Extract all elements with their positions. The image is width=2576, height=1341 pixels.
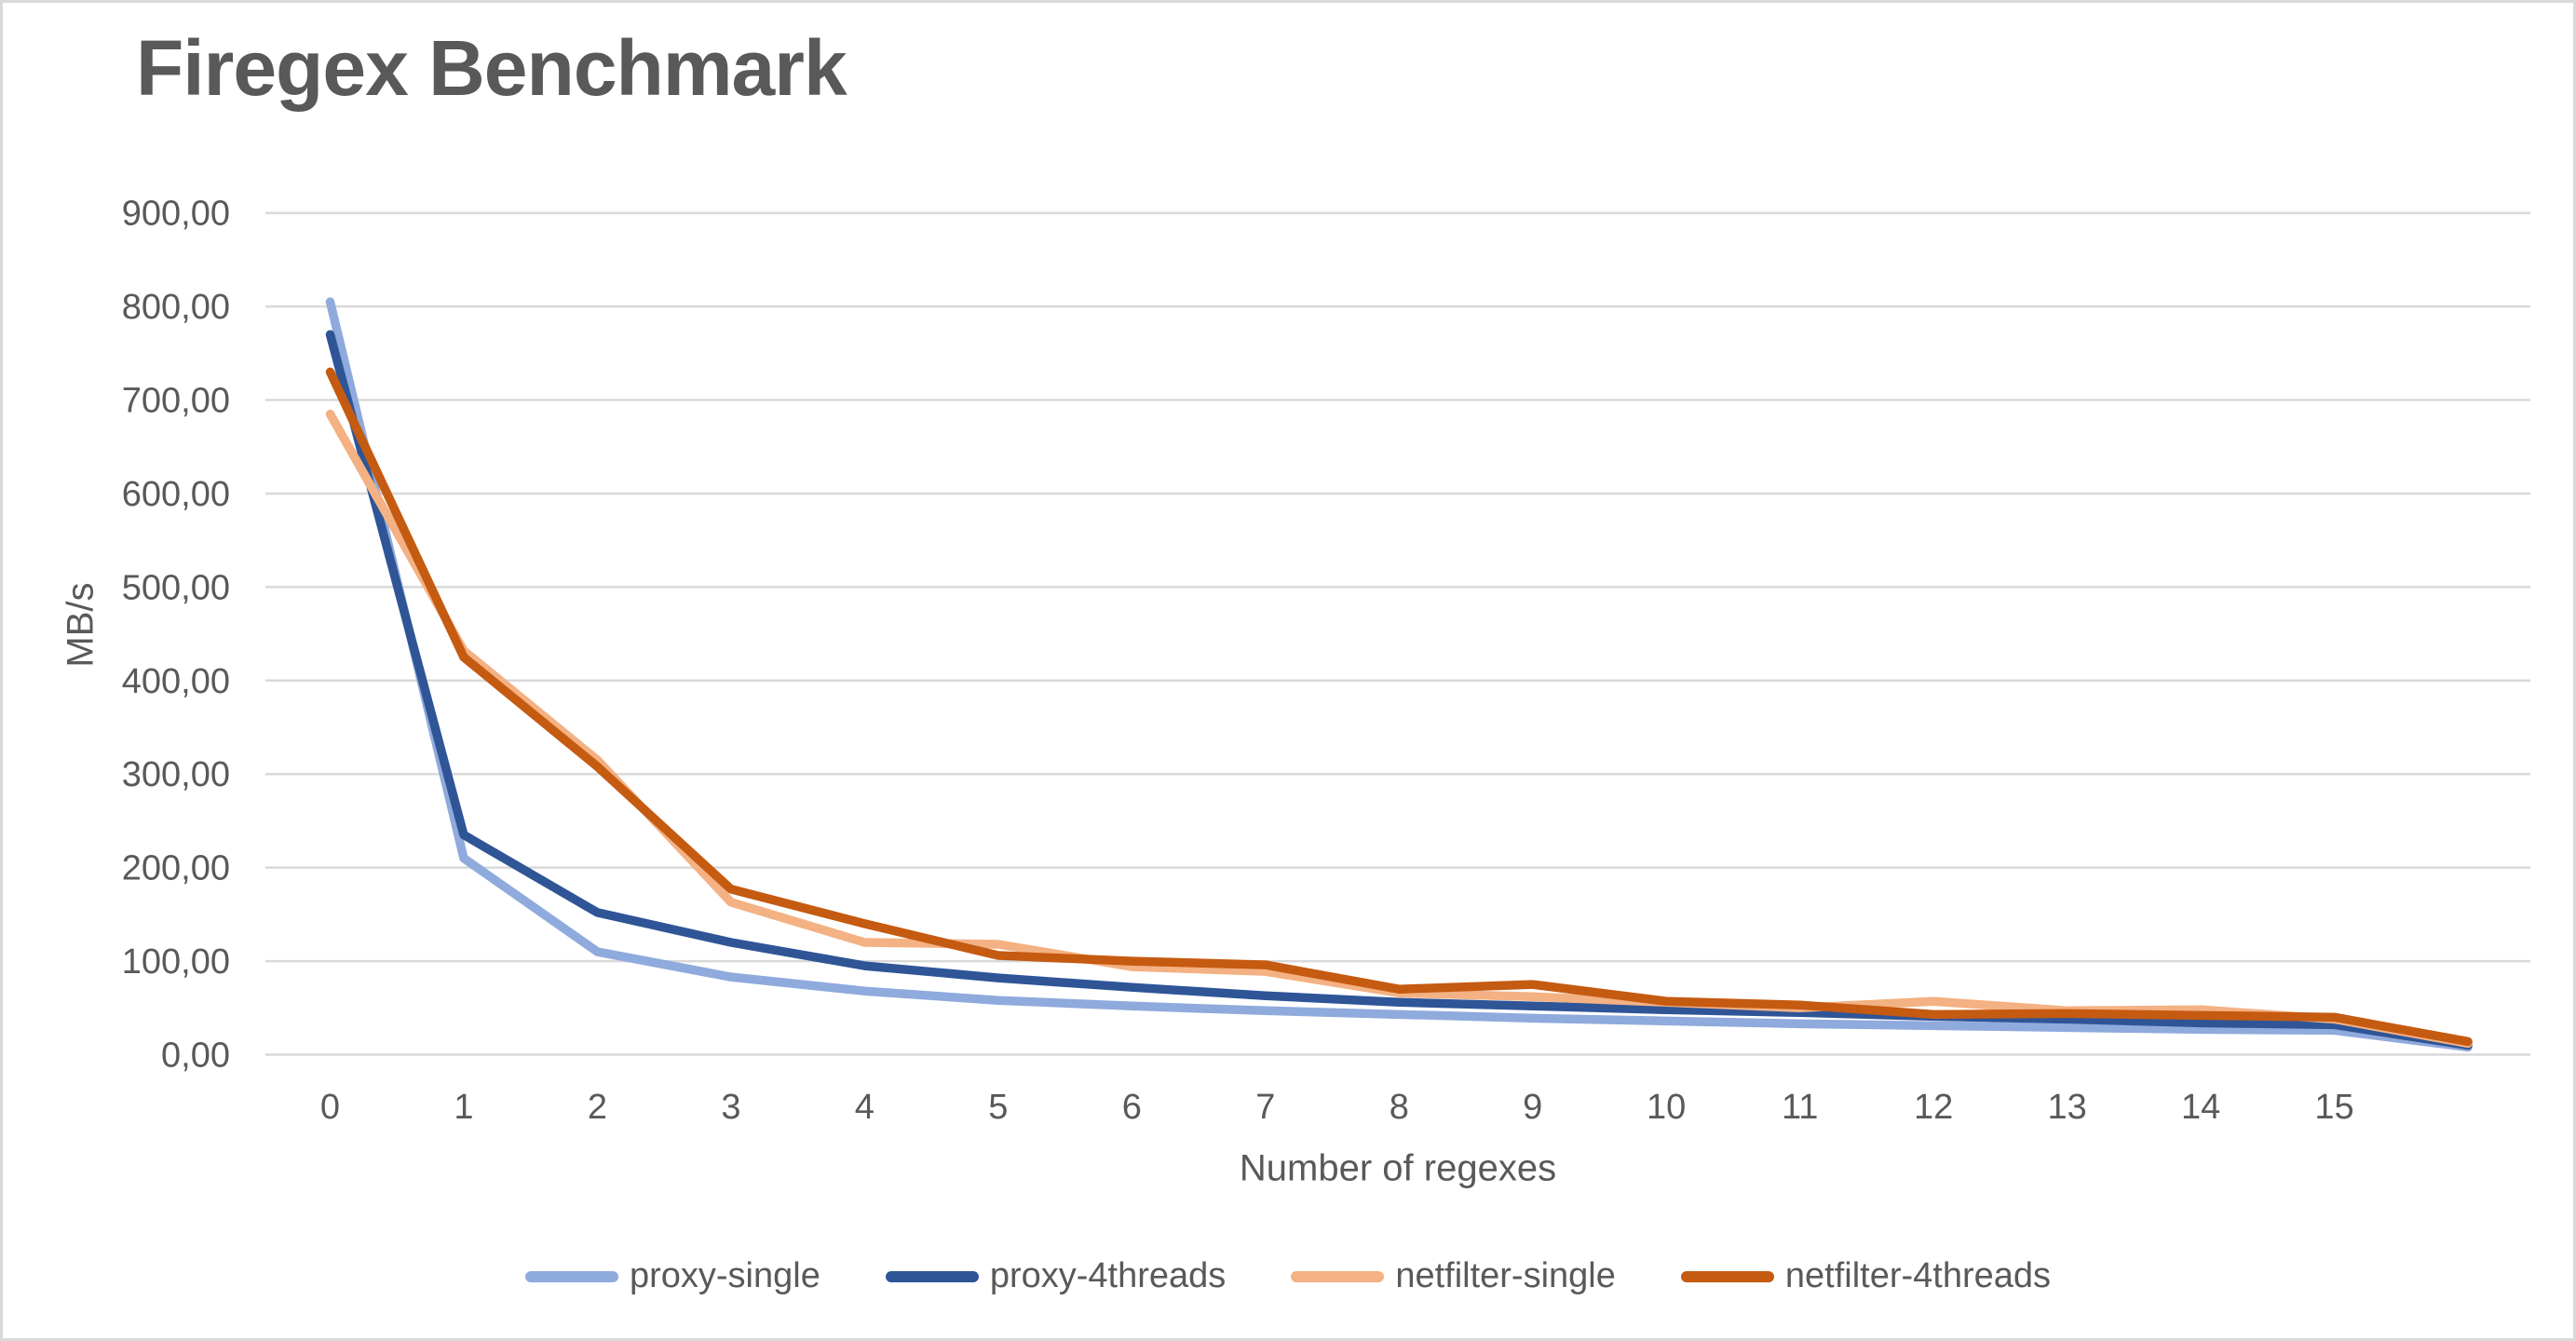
y-tick-label: 600,00 [122,475,230,514]
legend-item-netfilter-4threads: netfilter-4threads [1680,1256,2052,1296]
y-axis-title: MB/s [60,582,102,668]
series-line-netfilter-4threads [325,367,2473,1047]
y-tick-label: 500,00 [122,568,230,607]
y-tick-label: 700,00 [122,382,230,421]
x-tick-label: 8 [1390,1088,1409,1127]
legend-swatch-proxy-4threads [885,1270,979,1282]
legend-item-proxy-4threads: proxy-4threads [885,1256,1227,1296]
y-tick-label: 900,00 [122,195,230,234]
y-tick-label: 800,00 [122,288,230,327]
gridlines [265,211,2530,1056]
x-tick-label: 4 [855,1088,874,1127]
plot-area: 0,00 100,00 200,00 300,00 400,00 500,00 600,00… [122,195,2530,1127]
chart-title: Firegex Benchmark [136,24,847,112]
x-tick-label: 0 [320,1088,340,1127]
series-line-netfilter-single [325,409,2473,1049]
legend: proxy-single proxy-4threads netfilter-sing… [3,1256,2573,1296]
y-tick-label: 0,00 [161,1036,230,1076]
x-axis-title: Number of regexes [1239,1147,1557,1189]
x-tick-label: 12 [1914,1088,1953,1127]
y-tick-label: 100,00 [122,942,230,982]
x-tick-label: 3 [721,1088,740,1127]
legend-item-netfilter-single: netfilter-single [1291,1256,1616,1296]
legend-swatch-netfilter-single [1291,1270,1385,1282]
legend-label: proxy-single [629,1256,820,1295]
series-line-proxy-single [325,297,2473,1052]
x-tick-label: 14 [2181,1088,2220,1127]
legend-item-proxy-single: proxy-single [524,1256,820,1296]
series-lines [325,297,2473,1052]
y-tick-label: 300,00 [122,755,230,794]
legend-label: proxy-4threads [989,1256,1227,1295]
x-tick-label: 13 [2047,1088,2086,1127]
series-line-proxy-4threads [325,330,2473,1050]
x-tick-label: 15 [2314,1088,2353,1127]
x-tick-label: 5 [988,1088,1008,1127]
y-axis-tick-labels: 0,00 100,00 200,00 300,00 400,00 500,00 600,00… [122,195,230,1076]
legend-label: netfilter-4threads [1784,1256,2052,1295]
x-tick-label: 7 [1255,1088,1275,1127]
x-tick-label: 11 [1782,1088,1818,1127]
y-tick-label: 400,00 [122,662,230,701]
legend-label: netfilter-single [1395,1256,1616,1295]
legend-swatch-netfilter-4threads [1680,1270,1774,1282]
y-tick-label: 200,00 [122,849,230,888]
x-tick-label: 6 [1122,1088,1142,1127]
x-axis-tick-labels: 0 1 2 3 4 5 6 7 8 9 10 11 12 13 14 15 [320,1088,2354,1127]
x-tick-label: 2 [588,1088,607,1127]
x-tick-label: 9 [1523,1088,1542,1127]
x-tick-label: 10 [1647,1088,1686,1127]
x-tick-label: 1 [454,1088,473,1127]
legend-swatch-proxy-single [524,1270,618,1282]
